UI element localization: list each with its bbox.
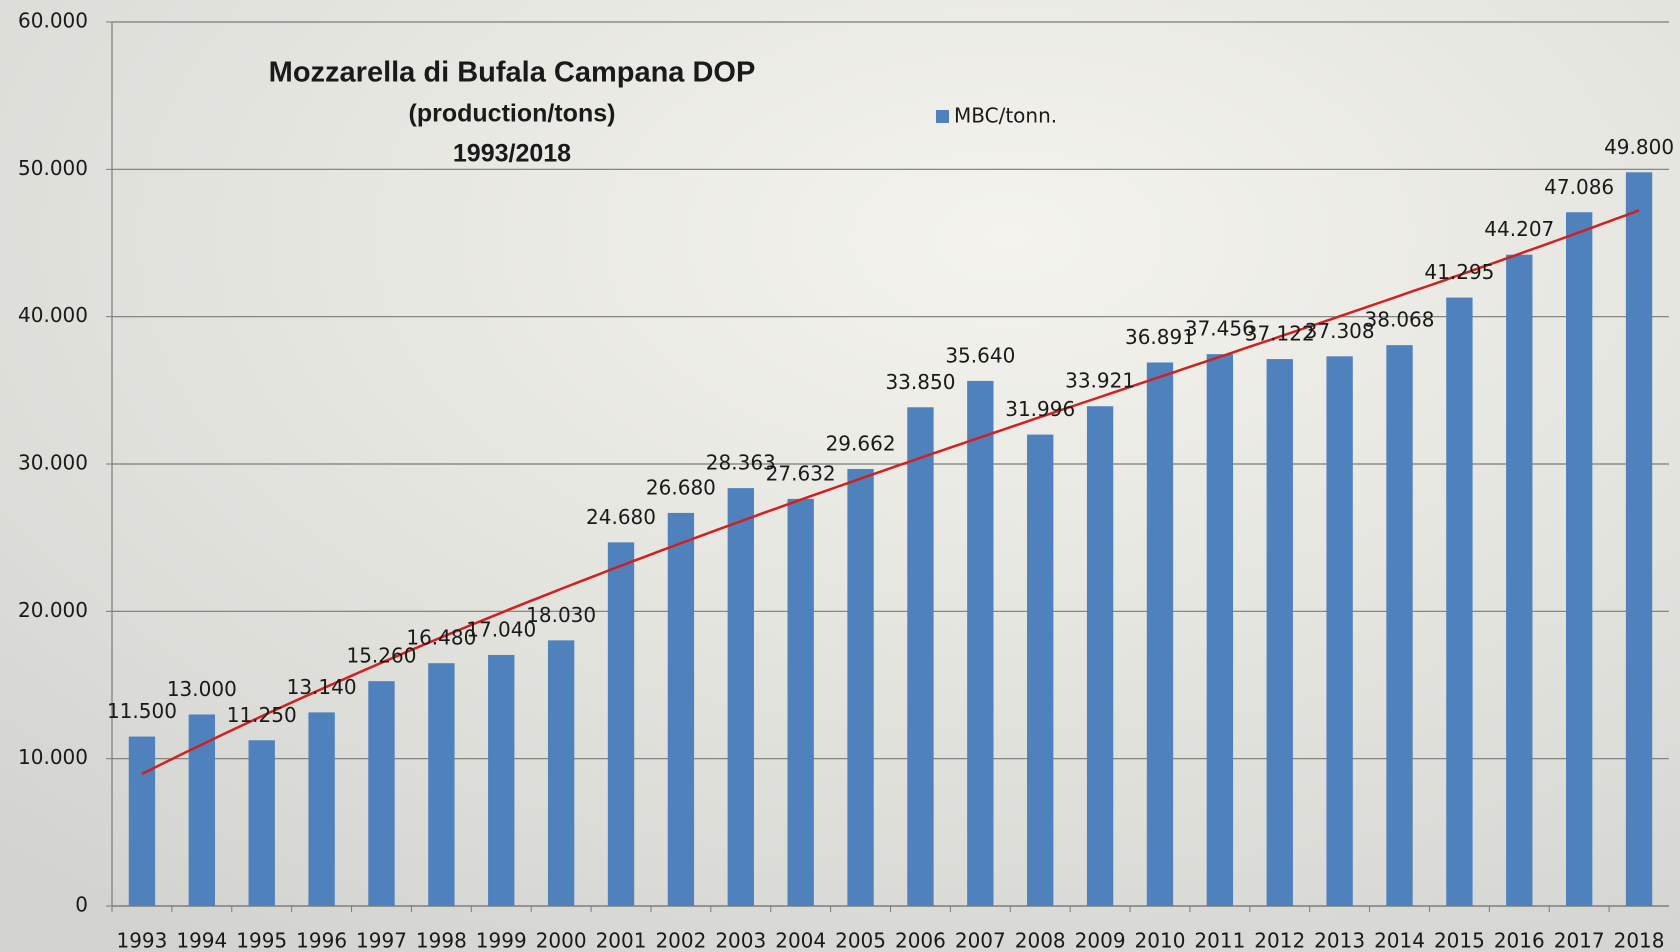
bar — [308, 712, 334, 906]
x-tick-label: 1995 — [236, 929, 287, 952]
x-tick-label: 2006 — [895, 929, 946, 952]
x-tick-label: 2009 — [1075, 929, 1126, 952]
bar — [1386, 345, 1412, 906]
x-tick-label: 2002 — [655, 929, 706, 952]
y-tick-label: 20.000 — [18, 598, 88, 622]
x-tick-label: 1999 — [476, 929, 527, 952]
value-label: 44.207 — [1484, 217, 1554, 241]
value-label: 24.680 — [586, 505, 656, 529]
x-tick-label: 2011 — [1194, 929, 1245, 952]
bar — [1566, 212, 1592, 906]
value-label: 41.295 — [1424, 260, 1494, 284]
y-tick-label: 60.000 — [18, 9, 88, 33]
bar — [428, 663, 454, 906]
y-tick-label: 0 — [75, 893, 88, 917]
x-tick-label: 2014 — [1374, 929, 1425, 952]
x-tick-label: 1993 — [116, 929, 167, 952]
x-tick-label: 2008 — [1015, 929, 1066, 952]
legend-swatch — [936, 110, 949, 123]
bar — [368, 681, 394, 906]
x-tick-label: 2005 — [835, 929, 886, 952]
bar — [1446, 298, 1472, 906]
y-tick-label: 40.000 — [18, 303, 88, 327]
bar — [1326, 356, 1352, 906]
bar — [728, 488, 754, 906]
bar — [668, 513, 694, 906]
value-label: 35.640 — [945, 343, 1015, 367]
legend-label: MBC/tonn. — [954, 104, 1057, 128]
bar — [129, 737, 155, 906]
x-tick-label: 2000 — [536, 929, 587, 952]
y-tick-label: 10.000 — [18, 745, 88, 769]
value-label: 11.250 — [227, 703, 297, 727]
bar — [1087, 406, 1113, 906]
bar — [787, 499, 813, 906]
value-label: 26.680 — [646, 475, 716, 499]
value-label: 29.662 — [826, 431, 896, 455]
bar — [967, 381, 993, 906]
x-tick-label: 1994 — [176, 929, 227, 952]
chart-title: Mozzarella di Bufala Campana DOP — [269, 57, 756, 89]
x-tick-label: 2001 — [596, 929, 647, 952]
value-label: 27.632 — [766, 461, 836, 485]
value-label: 18.030 — [526, 603, 596, 627]
chart: Mozzarella di Bufala Campana DOP (produc… — [0, 0, 1680, 952]
value-label: 31.996 — [1005, 397, 1075, 421]
value-label: 13.000 — [167, 677, 237, 701]
bar — [249, 740, 275, 906]
bar — [1267, 359, 1293, 906]
x-tick-label: 1997 — [356, 929, 407, 952]
value-label: 47.086 — [1544, 175, 1614, 199]
value-label: 33.850 — [885, 370, 955, 394]
x-tick-label: 2012 — [1254, 929, 1305, 952]
value-label: 13.140 — [287, 675, 357, 699]
x-tick-label: 2007 — [955, 929, 1006, 952]
value-label: 11.500 — [107, 699, 177, 723]
value-label: 33.921 — [1065, 369, 1135, 393]
bar — [548, 640, 574, 906]
x-tick-label: 1996 — [296, 929, 347, 952]
bar — [1626, 172, 1652, 906]
page: {"chart_data": {"type": "bar", "title": … — [0, 0, 1680, 952]
bar — [847, 469, 873, 906]
bar — [189, 714, 215, 906]
bar — [1027, 435, 1053, 906]
bar — [608, 542, 634, 906]
x-tick-label: 2016 — [1494, 929, 1545, 952]
bar — [1147, 362, 1173, 906]
x-tick-label: 1998 — [416, 929, 467, 952]
chart-period: 1993/2018 — [453, 140, 571, 168]
bar — [907, 407, 933, 906]
x-tick-label: 2018 — [1614, 929, 1665, 952]
bar — [1506, 255, 1532, 906]
value-label: 49.800 — [1604, 135, 1674, 159]
x-tick-label: 2004 — [775, 929, 826, 952]
value-label: 38.068 — [1365, 308, 1435, 332]
x-tick-label: 2010 — [1135, 929, 1186, 952]
x-tick-label: 2013 — [1314, 929, 1365, 952]
bar — [488, 655, 514, 906]
y-tick-label: 50.000 — [18, 156, 88, 180]
bar — [1207, 354, 1233, 906]
x-tick-label: 2003 — [715, 929, 766, 952]
legend: MBC/tonn. — [936, 104, 1057, 128]
x-tick-label: 2015 — [1434, 929, 1485, 952]
x-tick-label: 2017 — [1554, 929, 1605, 952]
y-tick-label: 30.000 — [18, 451, 88, 475]
chart-subtitle: (production/tons) — [409, 100, 616, 128]
